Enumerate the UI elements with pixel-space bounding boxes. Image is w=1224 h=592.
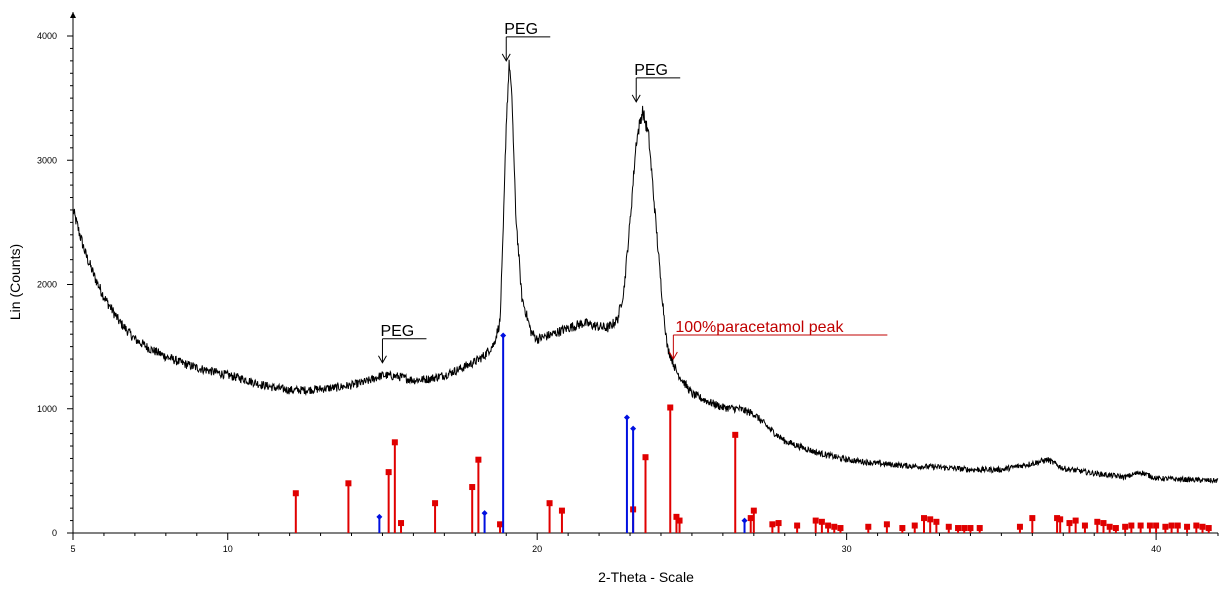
paracetamol-stick-marker bbox=[927, 516, 934, 523]
paracetamol-stick-marker bbox=[345, 480, 352, 487]
paracetamol-stick-marker bbox=[769, 521, 776, 528]
paracetamol-stick-marker bbox=[732, 431, 739, 438]
peg-stick-marker bbox=[741, 517, 748, 524]
paracetamol-stick-marker bbox=[1193, 522, 1200, 529]
paracetamol-stick-marker bbox=[1174, 522, 1181, 529]
paracetamol-stick-marker bbox=[1199, 523, 1206, 530]
paracetamol-stick-marker bbox=[667, 404, 674, 411]
x-axis-title: 2-Theta - Scale bbox=[598, 569, 694, 585]
y-tick-label: 3000 bbox=[37, 155, 57, 165]
paracetamol-stick-marker bbox=[1184, 523, 1191, 530]
annotation-label: PEG bbox=[380, 323, 414, 340]
paracetamol-stick-marker bbox=[1016, 523, 1023, 530]
paracetamol-stick-marker bbox=[497, 521, 504, 528]
diffraction-line bbox=[72, 59, 1219, 484]
annotation-arrow bbox=[668, 351, 678, 361]
peg-stick-marker bbox=[481, 510, 488, 517]
paracetamol-stick-marker bbox=[1128, 522, 1135, 529]
paracetamol-stick-marker bbox=[831, 523, 838, 530]
paracetamol-stick-marker bbox=[750, 507, 757, 514]
x-tick-label: 20 bbox=[532, 544, 542, 554]
paracetamol-stick-marker bbox=[961, 525, 968, 532]
paracetamol-stick-marker bbox=[385, 469, 392, 476]
peg-stick-marker bbox=[630, 425, 637, 432]
x-tick-label: 10 bbox=[223, 544, 233, 554]
paracetamol-stick-marker bbox=[1094, 518, 1101, 525]
paracetamol-stick-marker bbox=[398, 520, 405, 527]
paracetamol-stick-marker bbox=[967, 525, 974, 532]
annotation-arrow bbox=[501, 53, 511, 62]
paracetamol-stick-marker bbox=[825, 522, 832, 529]
y-tick-label: 2000 bbox=[37, 280, 57, 290]
paracetamol-stick-marker bbox=[1205, 525, 1212, 532]
paracetamol-stick-marker bbox=[921, 515, 928, 522]
paracetamol-stick-marker bbox=[775, 520, 782, 527]
peak-annotations: PEG PEG PEG 100%paracetamol peak bbox=[378, 21, 888, 364]
annotation-label: PEG bbox=[504, 21, 538, 38]
paracetamol-stick-marker bbox=[1168, 522, 1175, 529]
paracetamol-stick-marker bbox=[1112, 525, 1119, 532]
x-tick-label: 30 bbox=[842, 544, 852, 554]
x-tick-label: 40 bbox=[1151, 544, 1161, 554]
paracetamol-stick-marker bbox=[432, 500, 439, 507]
paracetamol-stick-marker bbox=[818, 518, 825, 525]
paracetamol-stick-marker bbox=[899, 525, 906, 532]
paracetamol-stick-marker bbox=[945, 523, 952, 530]
paracetamol-stick-marker bbox=[1029, 515, 1036, 522]
peg-stick-marker bbox=[500, 332, 507, 339]
paracetamol-stick-marker bbox=[933, 518, 940, 525]
paracetamol-stick-marker bbox=[1057, 516, 1064, 523]
paracetamol-stick-marker bbox=[1100, 520, 1107, 527]
paracetamol-stick-marker bbox=[292, 490, 299, 497]
paracetamol-stick-marker bbox=[1081, 522, 1088, 529]
paracetamol-stick-marker bbox=[976, 525, 983, 532]
paracetamol-stick-marker bbox=[794, 522, 801, 529]
y-axis-title: Lin (Counts) bbox=[7, 244, 23, 320]
paracetamol-stick-marker bbox=[1106, 523, 1113, 530]
paracetamol-stick-marker bbox=[1137, 522, 1144, 529]
paracetamol-stick-marker bbox=[747, 515, 754, 522]
paracetamol-stick-marker bbox=[469, 484, 476, 491]
paracetamol-stick-marker bbox=[391, 439, 398, 446]
y-tick-label: 1000 bbox=[37, 404, 57, 414]
y-tick-label: 0 bbox=[52, 528, 57, 538]
paracetamol-stick-marker bbox=[911, 522, 918, 529]
reference-sticks bbox=[292, 332, 1212, 533]
paracetamol-stick-marker bbox=[1072, 517, 1079, 524]
paracetamol-stick-marker bbox=[1122, 523, 1129, 530]
paracetamol-stick-marker bbox=[1153, 522, 1160, 529]
y-tick-label: 4000 bbox=[37, 31, 57, 41]
paracetamol-stick-marker bbox=[642, 454, 649, 461]
paracetamol-stick-marker bbox=[676, 517, 683, 524]
paracetamol-stick-marker bbox=[812, 517, 819, 524]
paracetamol-stick-marker bbox=[883, 521, 890, 528]
paracetamol-stick-marker bbox=[1066, 520, 1073, 527]
paracetamol-stick-marker bbox=[955, 525, 962, 532]
paracetamol-stick-marker bbox=[546, 500, 553, 507]
paracetamol-stick-marker bbox=[1054, 515, 1061, 522]
y-axis-arrow bbox=[70, 12, 76, 18]
paracetamol-stick-marker bbox=[673, 513, 680, 520]
diffraction-trace bbox=[72, 59, 1219, 484]
paracetamol-stick-marker bbox=[558, 507, 565, 514]
annotation-arrow bbox=[631, 94, 641, 103]
x-tick-label: 5 bbox=[70, 544, 75, 554]
paracetamol-stick-marker bbox=[475, 456, 482, 463]
annotation-label: PEG bbox=[634, 62, 668, 79]
peg-stick-marker bbox=[376, 513, 383, 520]
annotation-label: 100%paracetamol peak bbox=[675, 319, 844, 336]
paracetamol-stick-marker bbox=[865, 523, 872, 530]
annotation-arrow bbox=[378, 355, 387, 364]
paracetamol-stick-marker bbox=[1146, 522, 1153, 529]
paracetamol-stick-marker bbox=[1162, 523, 1169, 530]
peg-stick-marker bbox=[623, 414, 630, 421]
paracetamol-stick-marker bbox=[837, 525, 844, 532]
